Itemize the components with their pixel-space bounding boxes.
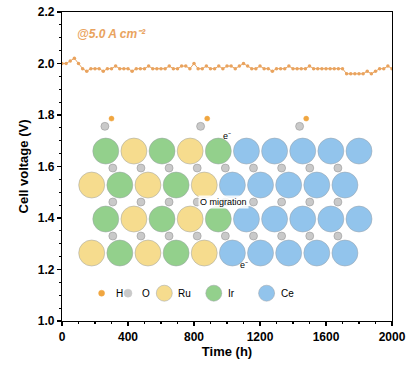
svg-text:800: 800: [184, 330, 204, 344]
svg-text:400: 400: [118, 330, 138, 344]
svg-text:1.6: 1.6: [38, 160, 55, 174]
svg-text:O migration: O migration: [200, 197, 247, 207]
svg-text:H: H: [116, 288, 123, 299]
svg-text:2000: 2000: [379, 330, 406, 344]
svg-text:2.0: 2.0: [38, 57, 55, 71]
svg-text:@5.0 A cm⁻²: @5.0 A cm⁻²: [77, 27, 146, 41]
svg-text:Time (h): Time (h): [202, 344, 252, 359]
svg-text:1200: 1200: [247, 330, 274, 344]
svg-text:1.4: 1.4: [38, 211, 55, 225]
svg-text:Cell voltage (V): Cell voltage (V): [16, 120, 31, 214]
svg-text:Ru: Ru: [178, 288, 191, 299]
svg-text:1.2: 1.2: [38, 263, 55, 277]
svg-text:0: 0: [59, 330, 66, 344]
svg-text:e⁻: e⁻: [240, 260, 248, 270]
svg-text:2.2: 2.2: [38, 5, 55, 19]
svg-text:e⁻: e⁻: [223, 131, 231, 141]
svg-text:1600: 1600: [313, 330, 340, 344]
svg-text:Ir: Ir: [228, 288, 235, 299]
svg-text:O: O: [142, 288, 150, 299]
svg-text:1.0: 1.0: [38, 314, 55, 328]
svg-text:1.8: 1.8: [38, 108, 55, 122]
svg-text:Ce: Ce: [281, 288, 294, 299]
